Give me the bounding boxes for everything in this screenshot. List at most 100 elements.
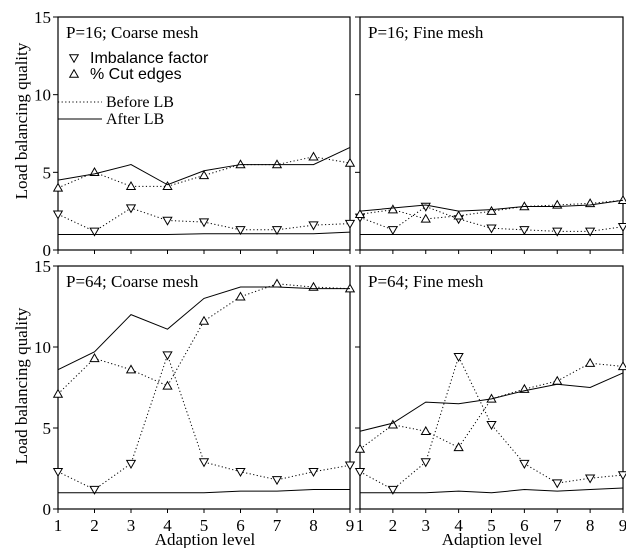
x-tick-label: 9 [619, 516, 626, 535]
cut-edges-point [420, 425, 431, 435]
series-line-cut-edges-before [359, 362, 624, 450]
panel-3: 0 5 10 15 1 2 3 4 5 6 7 8 9 P=64; Coarse mesh [34, 257, 356, 535]
y-tick-label: 10 [34, 86, 51, 105]
cut-edges-point [617, 361, 626, 371]
imbalance-point [308, 221, 319, 231]
imbalance-point [308, 468, 319, 478]
y-tick-label: 15 [34, 257, 51, 276]
imbalance-point [271, 226, 283, 236]
y-tick-label: 15 [34, 8, 51, 27]
panel-title: P=64; Fine mesh [368, 272, 484, 291]
imbalance-point [89, 227, 100, 237]
imbalance-point [162, 216, 173, 226]
cut-edges-point [235, 291, 246, 301]
series-line-cut-edges-before [57, 156, 351, 189]
imbalance-point [486, 421, 497, 431]
imbalance-point [344, 461, 356, 471]
cut-edges-point [453, 442, 464, 452]
imbalance-point [617, 471, 626, 481]
imbalance-point [125, 459, 137, 469]
x-tick-label: 1 [54, 516, 63, 535]
cut-edges-point [89, 353, 100, 363]
legend-label: Imbalance factor [90, 50, 209, 67]
panel-4: 1 2 3 4 5 6 7 8 9 P=64; Fine mesh [354, 265, 626, 535]
imbalance-point [235, 226, 246, 236]
series-line-imbalance-after [58, 231, 351, 235]
imbalance-point [235, 468, 246, 478]
imbalance-point [125, 204, 137, 214]
y-tick-label: 5 [43, 163, 52, 182]
cut-edges-point [308, 151, 319, 161]
panel-2: P=16; Fine mesh [354, 16, 626, 254]
x-tick-label: 8 [309, 516, 318, 535]
x-tick-label: 8 [586, 516, 595, 535]
y-tick-label: 0 [43, 500, 52, 519]
cut-edges-point [125, 364, 137, 374]
legend-label: Before LB [106, 94, 174, 111]
x-tick-label: 9 [346, 516, 355, 535]
cut-edges-point [552, 375, 563, 385]
cut-edges-point [271, 278, 283, 288]
x-tick-label: 4 [454, 516, 463, 535]
imbalance-point [354, 468, 366, 478]
imbalance-point [89, 485, 100, 495]
cut-edges-point [162, 181, 173, 191]
imbalance-point [453, 352, 464, 363]
cut-edges-point [235, 159, 246, 169]
y-axis-label: Load balancing quality [12, 42, 31, 199]
panel-title: P=16; Coarse mesh [66, 23, 199, 42]
panel-frame [359, 265, 624, 510]
cut-edges-point [453, 210, 464, 220]
imbalance-point [552, 479, 563, 489]
imbalance-point [52, 468, 64, 478]
x-tick-label: 1 [356, 516, 365, 535]
x-axis-label: Adaption level [442, 530, 543, 548]
x-tick-label: 6 [520, 516, 529, 535]
y-tick-label: 0 [43, 241, 52, 260]
imbalance-point [617, 222, 626, 233]
imbalance-point [584, 474, 596, 484]
cut-edges-point [617, 194, 626, 205]
cut-edges-point [519, 201, 530, 211]
imbalance-point [519, 459, 530, 469]
imbalance-point [552, 227, 563, 237]
cut-edges-point [162, 380, 173, 390]
x-tick-label: 5 [200, 516, 209, 535]
cut-edges-point [344, 157, 356, 167]
cut-edges-point [584, 357, 596, 367]
imbalance-point [519, 226, 530, 236]
y-tick-label: 5 [43, 419, 52, 438]
panel-frame [359, 16, 624, 251]
x-tick-label: 7 [273, 516, 282, 535]
cut-edges-point [52, 182, 64, 192]
cut-edges-point [354, 443, 366, 453]
y-axis-label: Load balancing quality [12, 307, 31, 464]
legend-marker [68, 68, 80, 78]
imbalance-point [162, 351, 173, 361]
imbalance-point [344, 219, 356, 229]
x-tick-label: 3 [127, 516, 136, 535]
imbalance-point [198, 218, 210, 228]
imbalance-point [584, 227, 596, 237]
x-tick-label: 2 [90, 516, 99, 535]
x-tick-label: 5 [487, 516, 496, 535]
panel-frame [57, 265, 351, 510]
cut-edges-point [125, 181, 137, 191]
imbalance-point [52, 210, 64, 220]
imbalance-point [271, 476, 283, 486]
series-line-imbalance-before [57, 353, 351, 491]
series-line-cut-edges-after [359, 372, 624, 432]
cut-edges-point [420, 213, 431, 223]
legend-label: After LB [106, 111, 164, 128]
x-tick-label: 7 [553, 516, 562, 535]
legend: Imbalance factor% Cut edges Before LBAfte… [58, 50, 209, 128]
cut-edges-point [198, 315, 210, 325]
series-line-cut-edges-after [359, 199, 624, 212]
imbalance-point [198, 458, 210, 468]
panel-title: P=64; Coarse mesh [66, 272, 199, 291]
cut-edges-point [387, 204, 399, 214]
x-tick-label: 6 [236, 516, 245, 535]
x-tick-label: 2 [389, 516, 398, 535]
imbalance-point [387, 226, 399, 236]
